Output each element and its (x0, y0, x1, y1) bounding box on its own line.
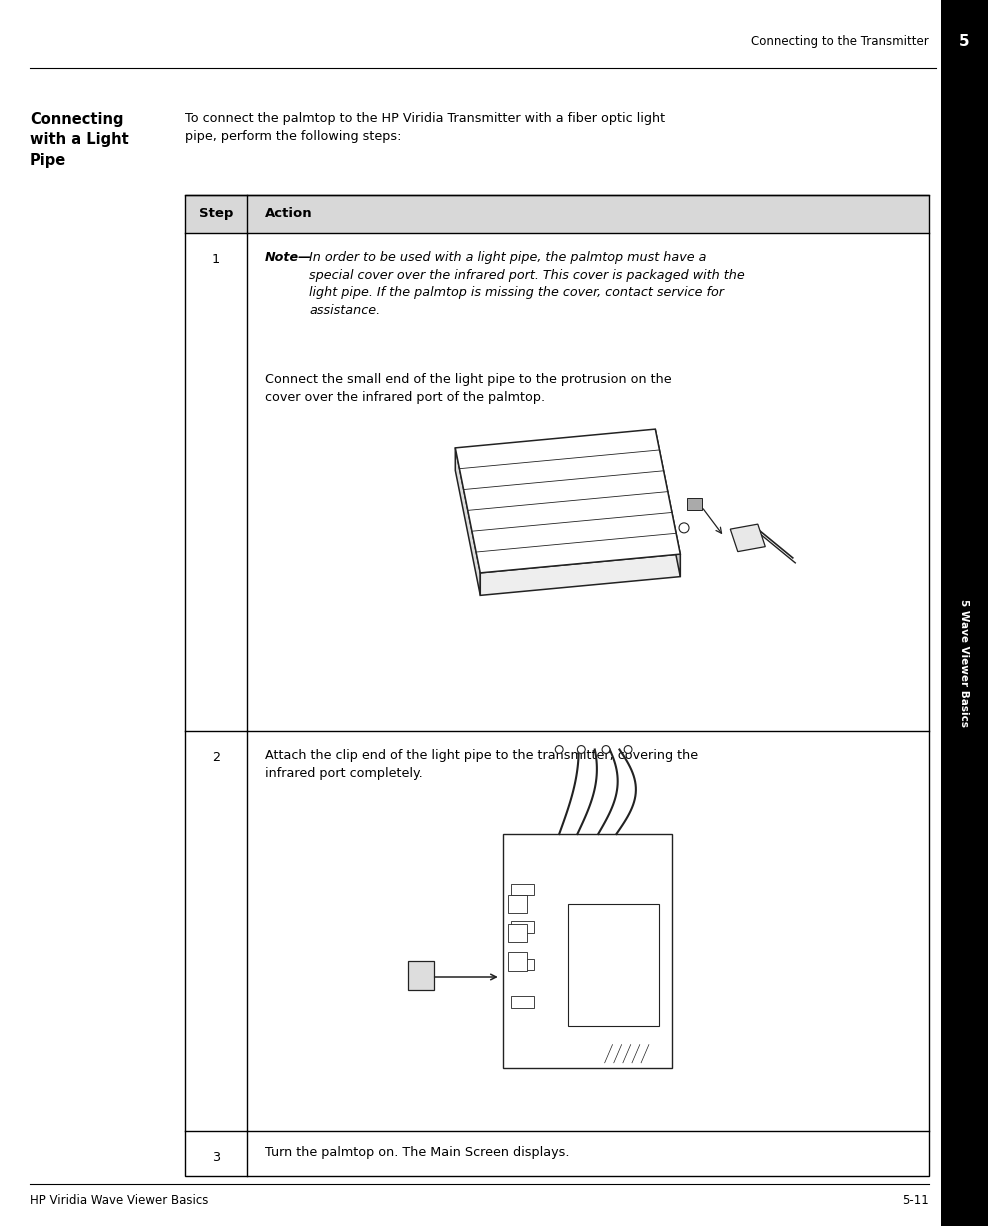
Polygon shape (655, 429, 681, 576)
Bar (941, 0, 988, 1226)
Text: Attach the clip end of the light pipe to the transmitter, covering the
infrared : Attach the clip end of the light pipe to… (265, 749, 699, 780)
Bar (185, 195, 929, 233)
Text: 3: 3 (212, 1151, 220, 1163)
Bar (509, 953, 527, 971)
Text: 5: 5 (959, 34, 969, 49)
Polygon shape (455, 447, 480, 596)
Text: In order to be used with a light pipe, the palmtop must have a
special cover ove: In order to be used with a light pipe, t… (309, 251, 745, 316)
Text: 5 Wave Viewer Basics: 5 Wave Viewer Basics (959, 600, 969, 727)
Bar (511, 996, 535, 1008)
Circle shape (602, 745, 610, 754)
Text: Action: Action (265, 207, 312, 221)
Circle shape (624, 745, 632, 754)
Circle shape (555, 745, 563, 754)
Text: HP Viridia Wave Viewer Basics: HP Viridia Wave Viewer Basics (30, 1194, 208, 1208)
Bar (509, 895, 527, 913)
Bar (511, 959, 535, 970)
Bar (687, 498, 701, 510)
Circle shape (577, 745, 585, 754)
Text: 2: 2 (212, 752, 220, 764)
Polygon shape (480, 554, 681, 596)
Polygon shape (730, 525, 766, 552)
Bar (511, 884, 535, 895)
Circle shape (679, 522, 689, 533)
Bar (185, 195, 929, 1176)
Text: Turn the palmtop on. The Main Screen displays.: Turn the palmtop on. The Main Screen dis… (265, 1146, 569, 1159)
Bar (567, 905, 659, 1026)
Bar (509, 923, 527, 942)
Text: Connecting
with a Light
Pipe: Connecting with a Light Pipe (30, 112, 128, 168)
Text: Connect the small end of the light pipe to the protrusion on the
cover over the : Connect the small end of the light pipe … (265, 373, 672, 405)
Bar (511, 921, 535, 933)
Polygon shape (455, 429, 681, 573)
Text: Step: Step (199, 207, 233, 221)
Bar (408, 961, 435, 991)
Text: 1: 1 (212, 253, 220, 266)
Text: To connect the palmtop to the HP Viridia Transmitter with a fiber optic light
pi: To connect the palmtop to the HP Viridia… (185, 112, 665, 143)
Bar (503, 834, 672, 1068)
Text: Note—: Note— (265, 251, 312, 264)
Text: Connecting to the Transmitter: Connecting to the Transmitter (751, 36, 929, 49)
Text: 5-11: 5-11 (902, 1194, 929, 1208)
